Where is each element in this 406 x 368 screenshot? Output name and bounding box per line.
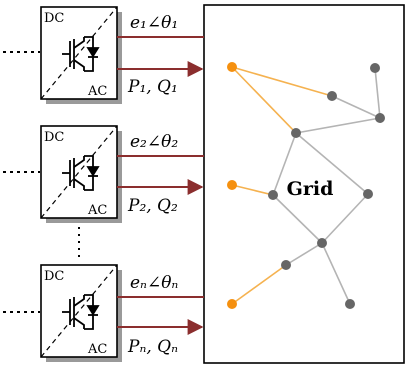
voltage-label: e₂∠θ₂ [130,132,178,152]
grid-node [268,190,278,200]
converter-diagonal [40,125,118,219]
ac-label: AC [87,203,107,218]
power-label: P₁, Q₁ [127,77,178,97]
voltage-label: eₙ∠θₙ [130,273,178,293]
converter-diagonal [40,6,118,100]
power-label: P₂, Q₂ [127,196,178,216]
grid-edge [295,117,381,134]
transistor-icon [62,36,100,72]
grid-edge [231,66,297,134]
ac-label: AC [87,84,107,99]
grid-edge [374,67,381,119]
transistor-icon [62,294,100,330]
grid-box [203,4,405,364]
transistor-icon [62,155,100,191]
grid-edges [231,66,381,305]
grid-edge [285,242,323,266]
grid-node [363,189,373,199]
grid-node [370,63,380,73]
grid-node [375,113,385,123]
grid-label: Grid [287,178,334,200]
grid-edge [231,184,274,196]
grid-edge [331,95,381,119]
grid-node [345,299,355,309]
converter-n: DC AC eₙ∠θₙ Pₙ, Qₙ [3,264,204,362]
grid-edge [295,132,369,195]
grid-node [327,91,337,101]
converter-2: DC AC e₂∠θ₂ P₂, Q₂ [3,125,204,223]
dc-label: DC [44,269,64,284]
dc-label: DC [44,11,64,26]
grid-edge [272,132,297,196]
grid-node [317,238,327,248]
grid-node-source [227,299,237,309]
grid-nodes [227,62,385,309]
grid-edge [321,193,369,244]
grid-edge [321,242,351,305]
ac-label: AC [87,342,107,357]
grid-edge [272,194,323,244]
voltage-label: e₁∠θ₁ [130,13,178,33]
grid-node-source [227,180,237,190]
grid-node [281,260,291,270]
grid-edge [231,66,333,97]
grid-edge [231,264,287,305]
dc-label: DC [44,130,64,145]
grid-node-source [227,62,237,72]
power-label: Pₙ, Qₙ [127,337,178,357]
grid-node [291,128,301,138]
converter-diagonal [40,264,118,358]
converter-1: DC AC e₁∠θ₁ P₁, Q₁ [3,6,204,104]
